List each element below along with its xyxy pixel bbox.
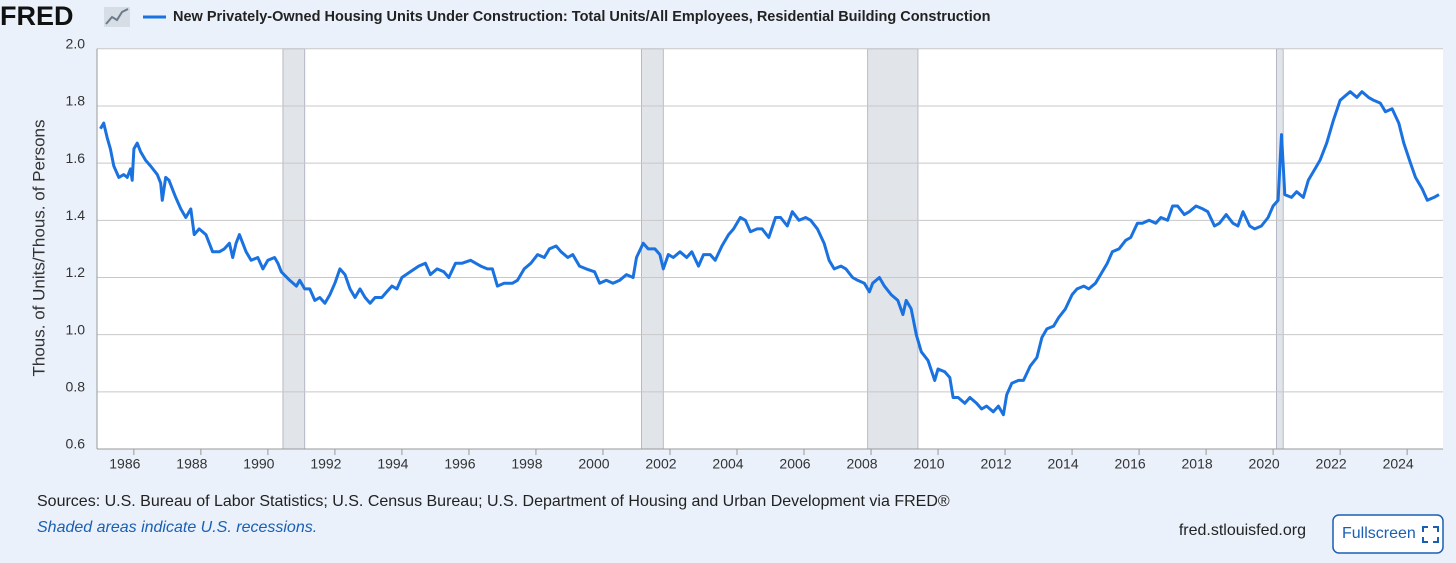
x-tick-label: 1996 (444, 456, 475, 472)
y-axis-label: Thous. of Units/Thous. of Persons (29, 119, 48, 376)
y-tick-label: 1.4 (66, 207, 86, 223)
fullscreen-button[interactable]: Fullscreen (1332, 514, 1444, 554)
x-tick-label: 2002 (645, 456, 676, 472)
logo-icon (104, 7, 130, 27)
x-tick-label: 1988 (176, 456, 207, 472)
sources: Sources: U.S. Bureau of Labor Statistics… (37, 493, 950, 510)
y-tick-label: 1.8 (66, 93, 86, 109)
x-tick-label: 1992 (310, 456, 341, 472)
button-icon[interactable] (1422, 526, 1439, 543)
y-tick-label: 1.2 (66, 264, 86, 280)
plot-area (96, 48, 1443, 450)
y-tick-label: 2.0 (66, 36, 86, 52)
x-tick-label: 2024 (1383, 456, 1414, 472)
x-tick-label: 1986 (109, 456, 140, 472)
y-tick-label: 0.8 (66, 379, 86, 395)
x-tick-label: 2018 (1182, 456, 1213, 472)
button-box[interactable] (1332, 514, 1444, 554)
site-url: fred.stlouisfed.org (1179, 522, 1306, 539)
x-tick-label: 2006 (779, 456, 810, 472)
recession-band (1276, 48, 1284, 450)
plot-background (97, 48, 1443, 450)
recession-note: Shaded areas indicate U.S. recessions. (37, 519, 317, 536)
x-tick-label: 2008 (846, 456, 877, 472)
data-line (99, 90, 1440, 417)
x-tick-label: 2000 (578, 456, 609, 472)
x-tick-label: 1990 (243, 456, 274, 472)
x-tick-label: 2004 (712, 456, 743, 472)
y-tick-label: 1.0 (66, 321, 86, 337)
y-tick-label: 1.6 (66, 150, 86, 166)
x-tick-label: 1998 (511, 456, 542, 472)
x-tick-label: 2016 (1115, 456, 1146, 472)
x-tick-label: 2020 (1249, 456, 1280, 472)
x-tick-label: 2014 (1047, 456, 1078, 472)
logo: FRED (0, 1, 74, 31)
x-tick-label: 1994 (377, 456, 408, 472)
y-tick-label: 0.6 (66, 436, 86, 452)
x-tick-label: 2012 (980, 456, 1011, 472)
button-label[interactable]: Fullscreen (1342, 525, 1416, 542)
recession-band (282, 48, 306, 450)
x-tick-label: 2010 (913, 456, 944, 472)
x-tick-label: 2022 (1316, 456, 1347, 472)
recession-band (867, 48, 919, 450)
legend-label: New Privately-Owned Housing Units Under … (173, 9, 990, 25)
